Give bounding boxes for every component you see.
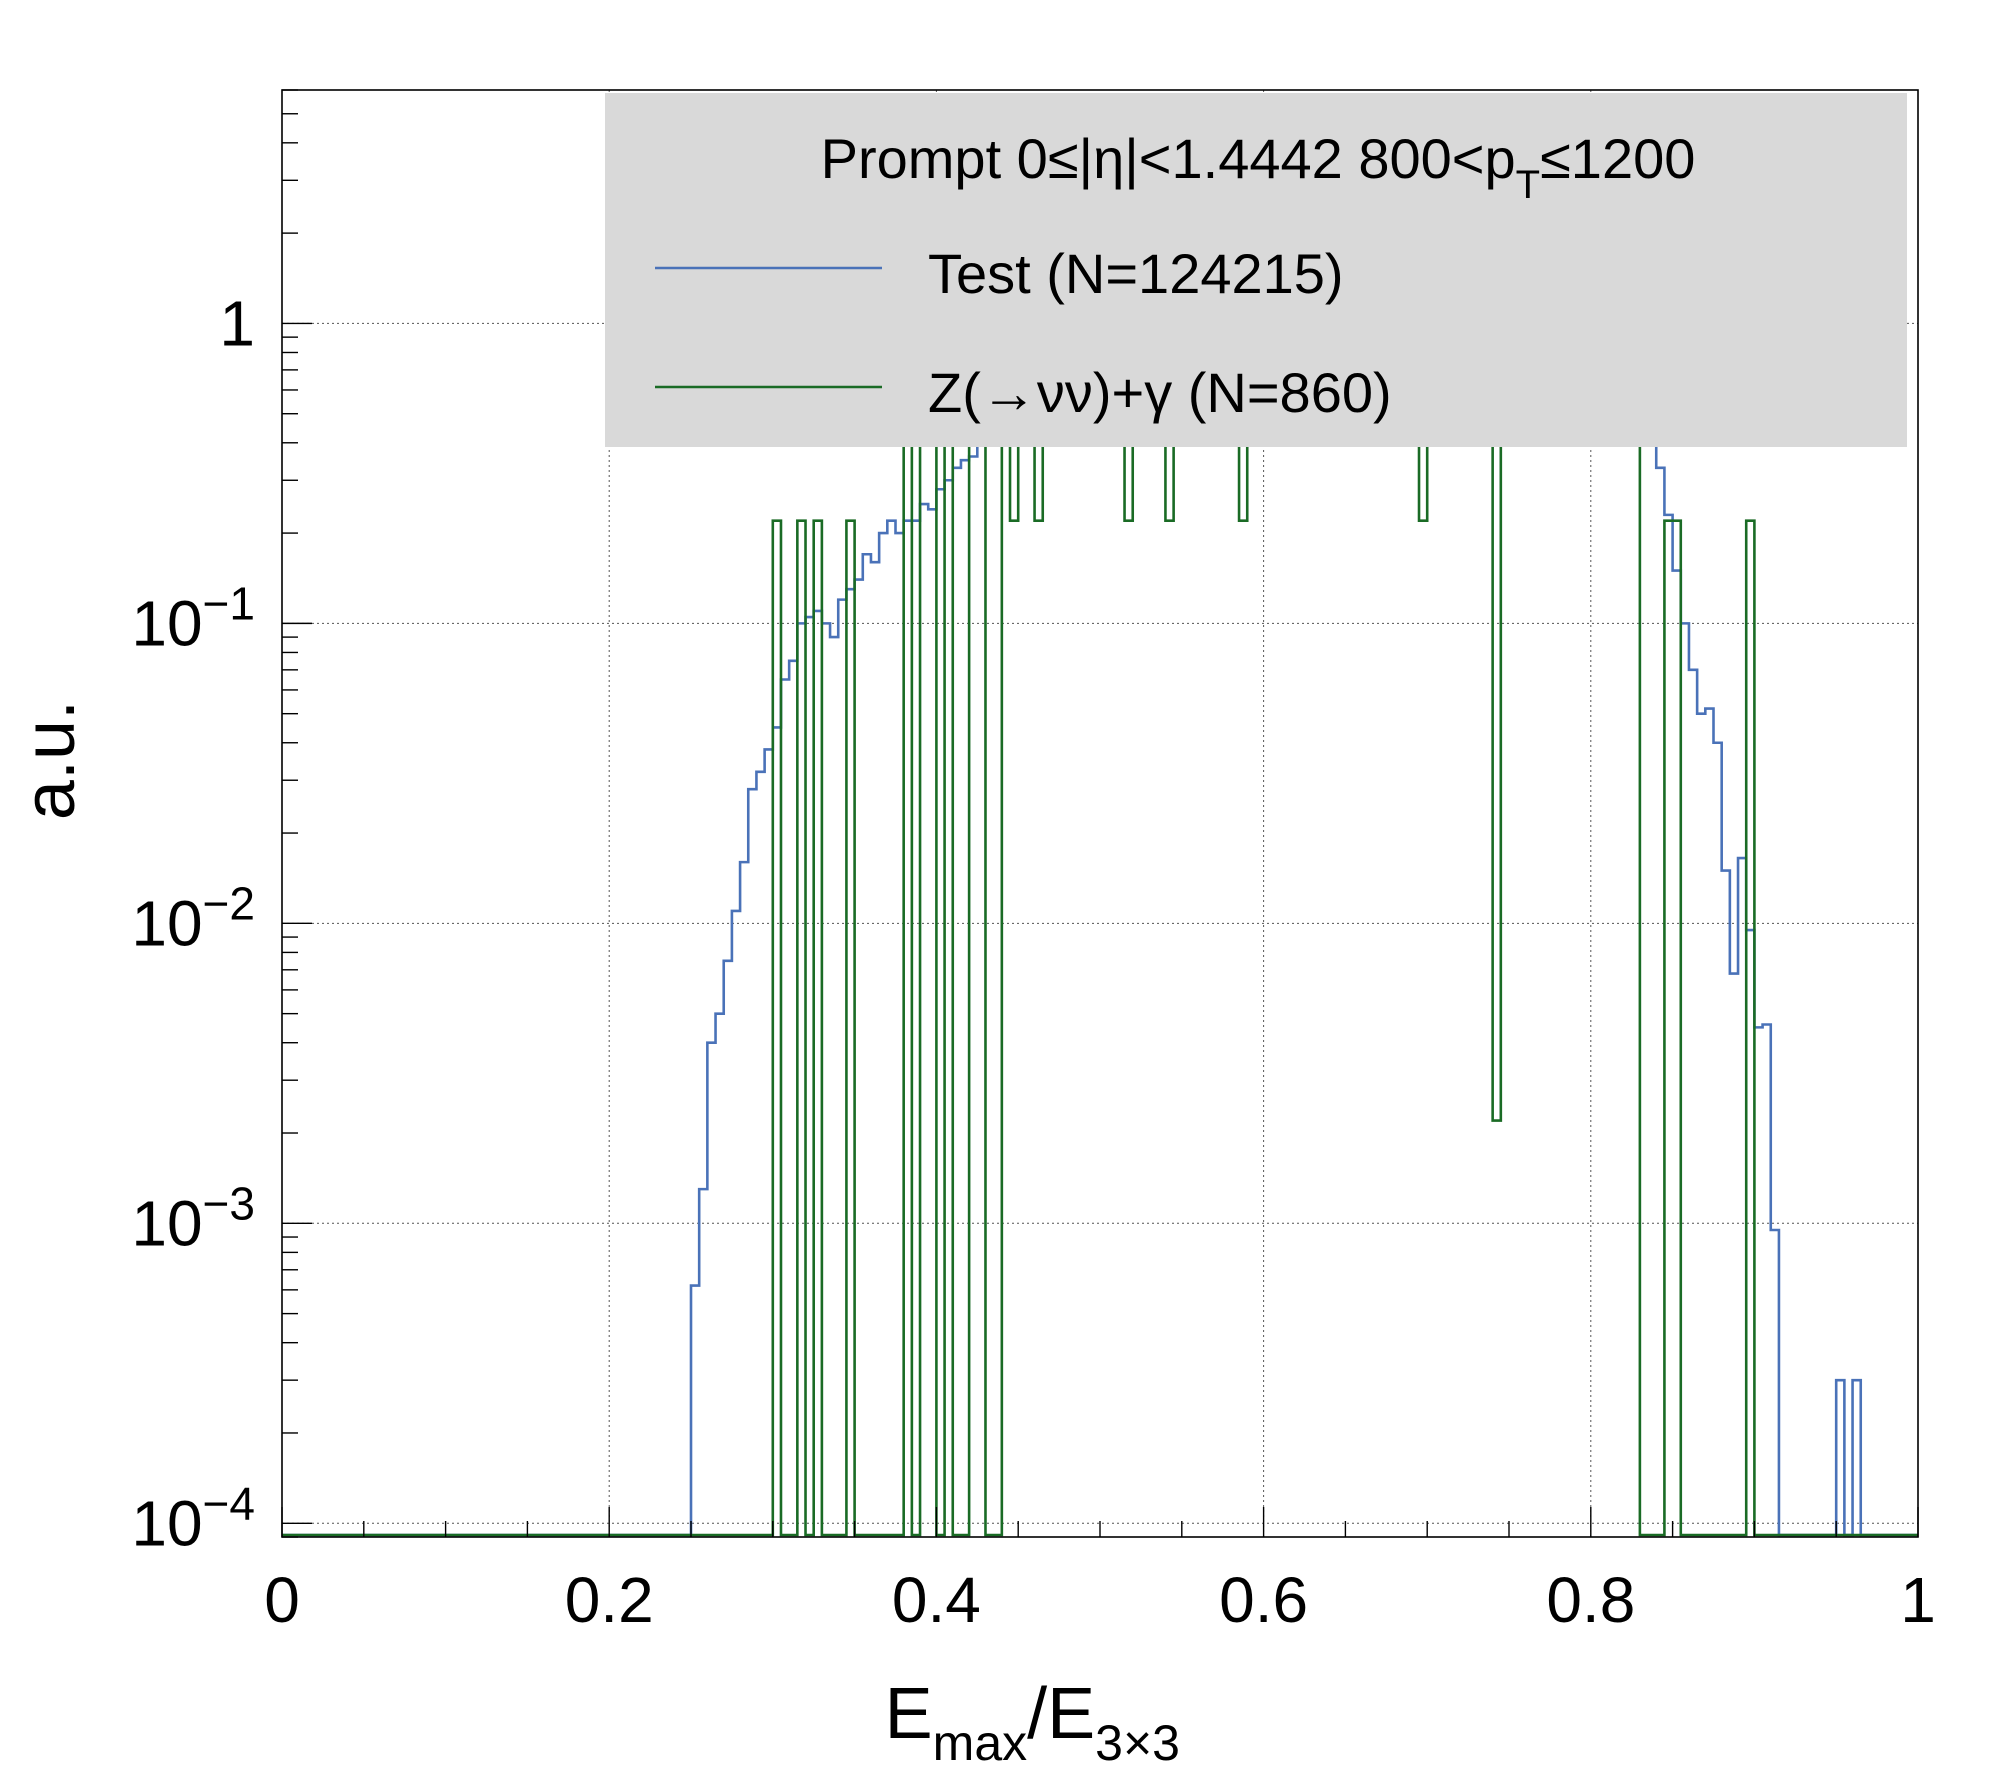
x-tick-label: 0.2 — [565, 1564, 654, 1636]
y-tick-label: 1 — [219, 287, 255, 359]
x-tick-label: 0.4 — [892, 1564, 981, 1636]
x-tick-label: 0.8 — [1546, 1564, 1635, 1636]
legend-label-test: Test (N=124215) — [928, 242, 1344, 305]
legend-label-zgamma: Z(→νν)+γ (N=860) — [928, 361, 1392, 424]
legend: Prompt 0≤|η|<1.4442 800<pT≤1200 Test (N=… — [605, 93, 1907, 447]
x-axis-title: Emax/E3×3 — [885, 1674, 1180, 1771]
y-tick-label: 10−3 — [131, 1177, 255, 1259]
y-axis-title: a.u. — [10, 700, 90, 820]
x-tick-label: 1 — [1900, 1564, 1936, 1636]
y-tick-label: 10−1 — [131, 577, 255, 659]
y-tick-label: 10−2 — [131, 877, 255, 959]
legend-header: Prompt 0≤|η|<1.4442 800<pT≤1200 — [821, 127, 1696, 207]
x-tick-label: 0 — [264, 1564, 300, 1636]
x-tick-label: 0.6 — [1219, 1564, 1308, 1636]
axis-ticks — [281, 89, 1919, 1538]
y-tick-label: 10−4 — [131, 1477, 255, 1559]
